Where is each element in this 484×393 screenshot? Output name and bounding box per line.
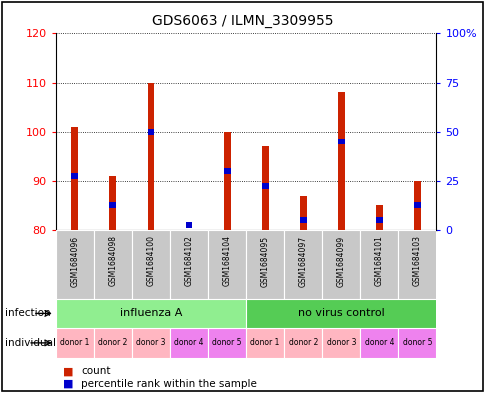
Bar xyxy=(413,181,420,230)
Text: count: count xyxy=(81,366,111,376)
Bar xyxy=(132,230,170,299)
Bar xyxy=(299,195,306,230)
Bar xyxy=(284,328,321,358)
Bar xyxy=(147,83,154,230)
Text: donor 3: donor 3 xyxy=(326,338,355,347)
Bar xyxy=(337,92,344,230)
Text: donor 5: donor 5 xyxy=(212,338,242,347)
Text: donor 5: donor 5 xyxy=(402,338,431,347)
Text: GDS6063 / ILMN_3309955: GDS6063 / ILMN_3309955 xyxy=(151,14,333,28)
Text: GSM1684095: GSM1684095 xyxy=(260,235,269,286)
Bar xyxy=(94,230,132,299)
Bar xyxy=(261,146,268,230)
Bar xyxy=(375,205,382,230)
Text: GSM1684102: GSM1684102 xyxy=(184,235,193,286)
Text: percentile rank within the sample: percentile rank within the sample xyxy=(81,379,257,389)
Text: GSM1684099: GSM1684099 xyxy=(336,235,345,286)
Text: no virus control: no virus control xyxy=(297,309,384,318)
Text: donor 4: donor 4 xyxy=(364,338,393,347)
Bar xyxy=(245,299,436,328)
Text: GSM1684097: GSM1684097 xyxy=(298,235,307,286)
Bar xyxy=(109,176,116,230)
Bar xyxy=(299,217,306,223)
Bar xyxy=(375,217,382,223)
Text: donor 1: donor 1 xyxy=(60,338,90,347)
Bar xyxy=(360,328,397,358)
Bar xyxy=(208,230,245,299)
Bar xyxy=(337,138,344,144)
Text: donor 1: donor 1 xyxy=(250,338,279,347)
Bar xyxy=(109,202,116,208)
Text: donor 3: donor 3 xyxy=(136,338,166,347)
Text: donor 2: donor 2 xyxy=(98,338,127,347)
Text: GSM1684096: GSM1684096 xyxy=(70,235,79,286)
Bar xyxy=(56,328,94,358)
Bar xyxy=(71,127,78,230)
Bar xyxy=(261,183,268,189)
Bar xyxy=(208,328,245,358)
Text: individual: individual xyxy=(5,338,56,348)
Text: GSM1684104: GSM1684104 xyxy=(222,235,231,286)
Bar xyxy=(245,230,284,299)
Bar xyxy=(147,129,154,134)
Bar xyxy=(223,168,230,174)
Bar xyxy=(185,222,192,228)
Text: GSM1684103: GSM1684103 xyxy=(412,235,421,286)
Text: donor 2: donor 2 xyxy=(288,338,318,347)
Bar xyxy=(322,230,360,299)
Bar xyxy=(94,328,132,358)
Bar xyxy=(397,328,436,358)
Bar xyxy=(245,328,284,358)
Bar xyxy=(321,328,360,358)
Text: infection: infection xyxy=(5,309,50,318)
Text: GSM1684098: GSM1684098 xyxy=(108,235,117,286)
Bar xyxy=(398,230,436,299)
Bar xyxy=(170,230,208,299)
Text: GSM1684100: GSM1684100 xyxy=(146,235,155,286)
Text: ■: ■ xyxy=(63,366,74,376)
Text: GSM1684101: GSM1684101 xyxy=(374,235,383,286)
Bar xyxy=(170,328,208,358)
Text: ■: ■ xyxy=(63,379,74,389)
Text: influenza A: influenza A xyxy=(120,309,182,318)
Bar xyxy=(56,299,245,328)
Bar xyxy=(56,230,94,299)
Bar xyxy=(223,132,230,230)
Bar xyxy=(360,230,398,299)
Bar xyxy=(71,173,78,179)
Bar xyxy=(284,230,321,299)
Bar xyxy=(413,202,420,208)
Bar xyxy=(132,328,169,358)
Text: donor 4: donor 4 xyxy=(174,338,203,347)
